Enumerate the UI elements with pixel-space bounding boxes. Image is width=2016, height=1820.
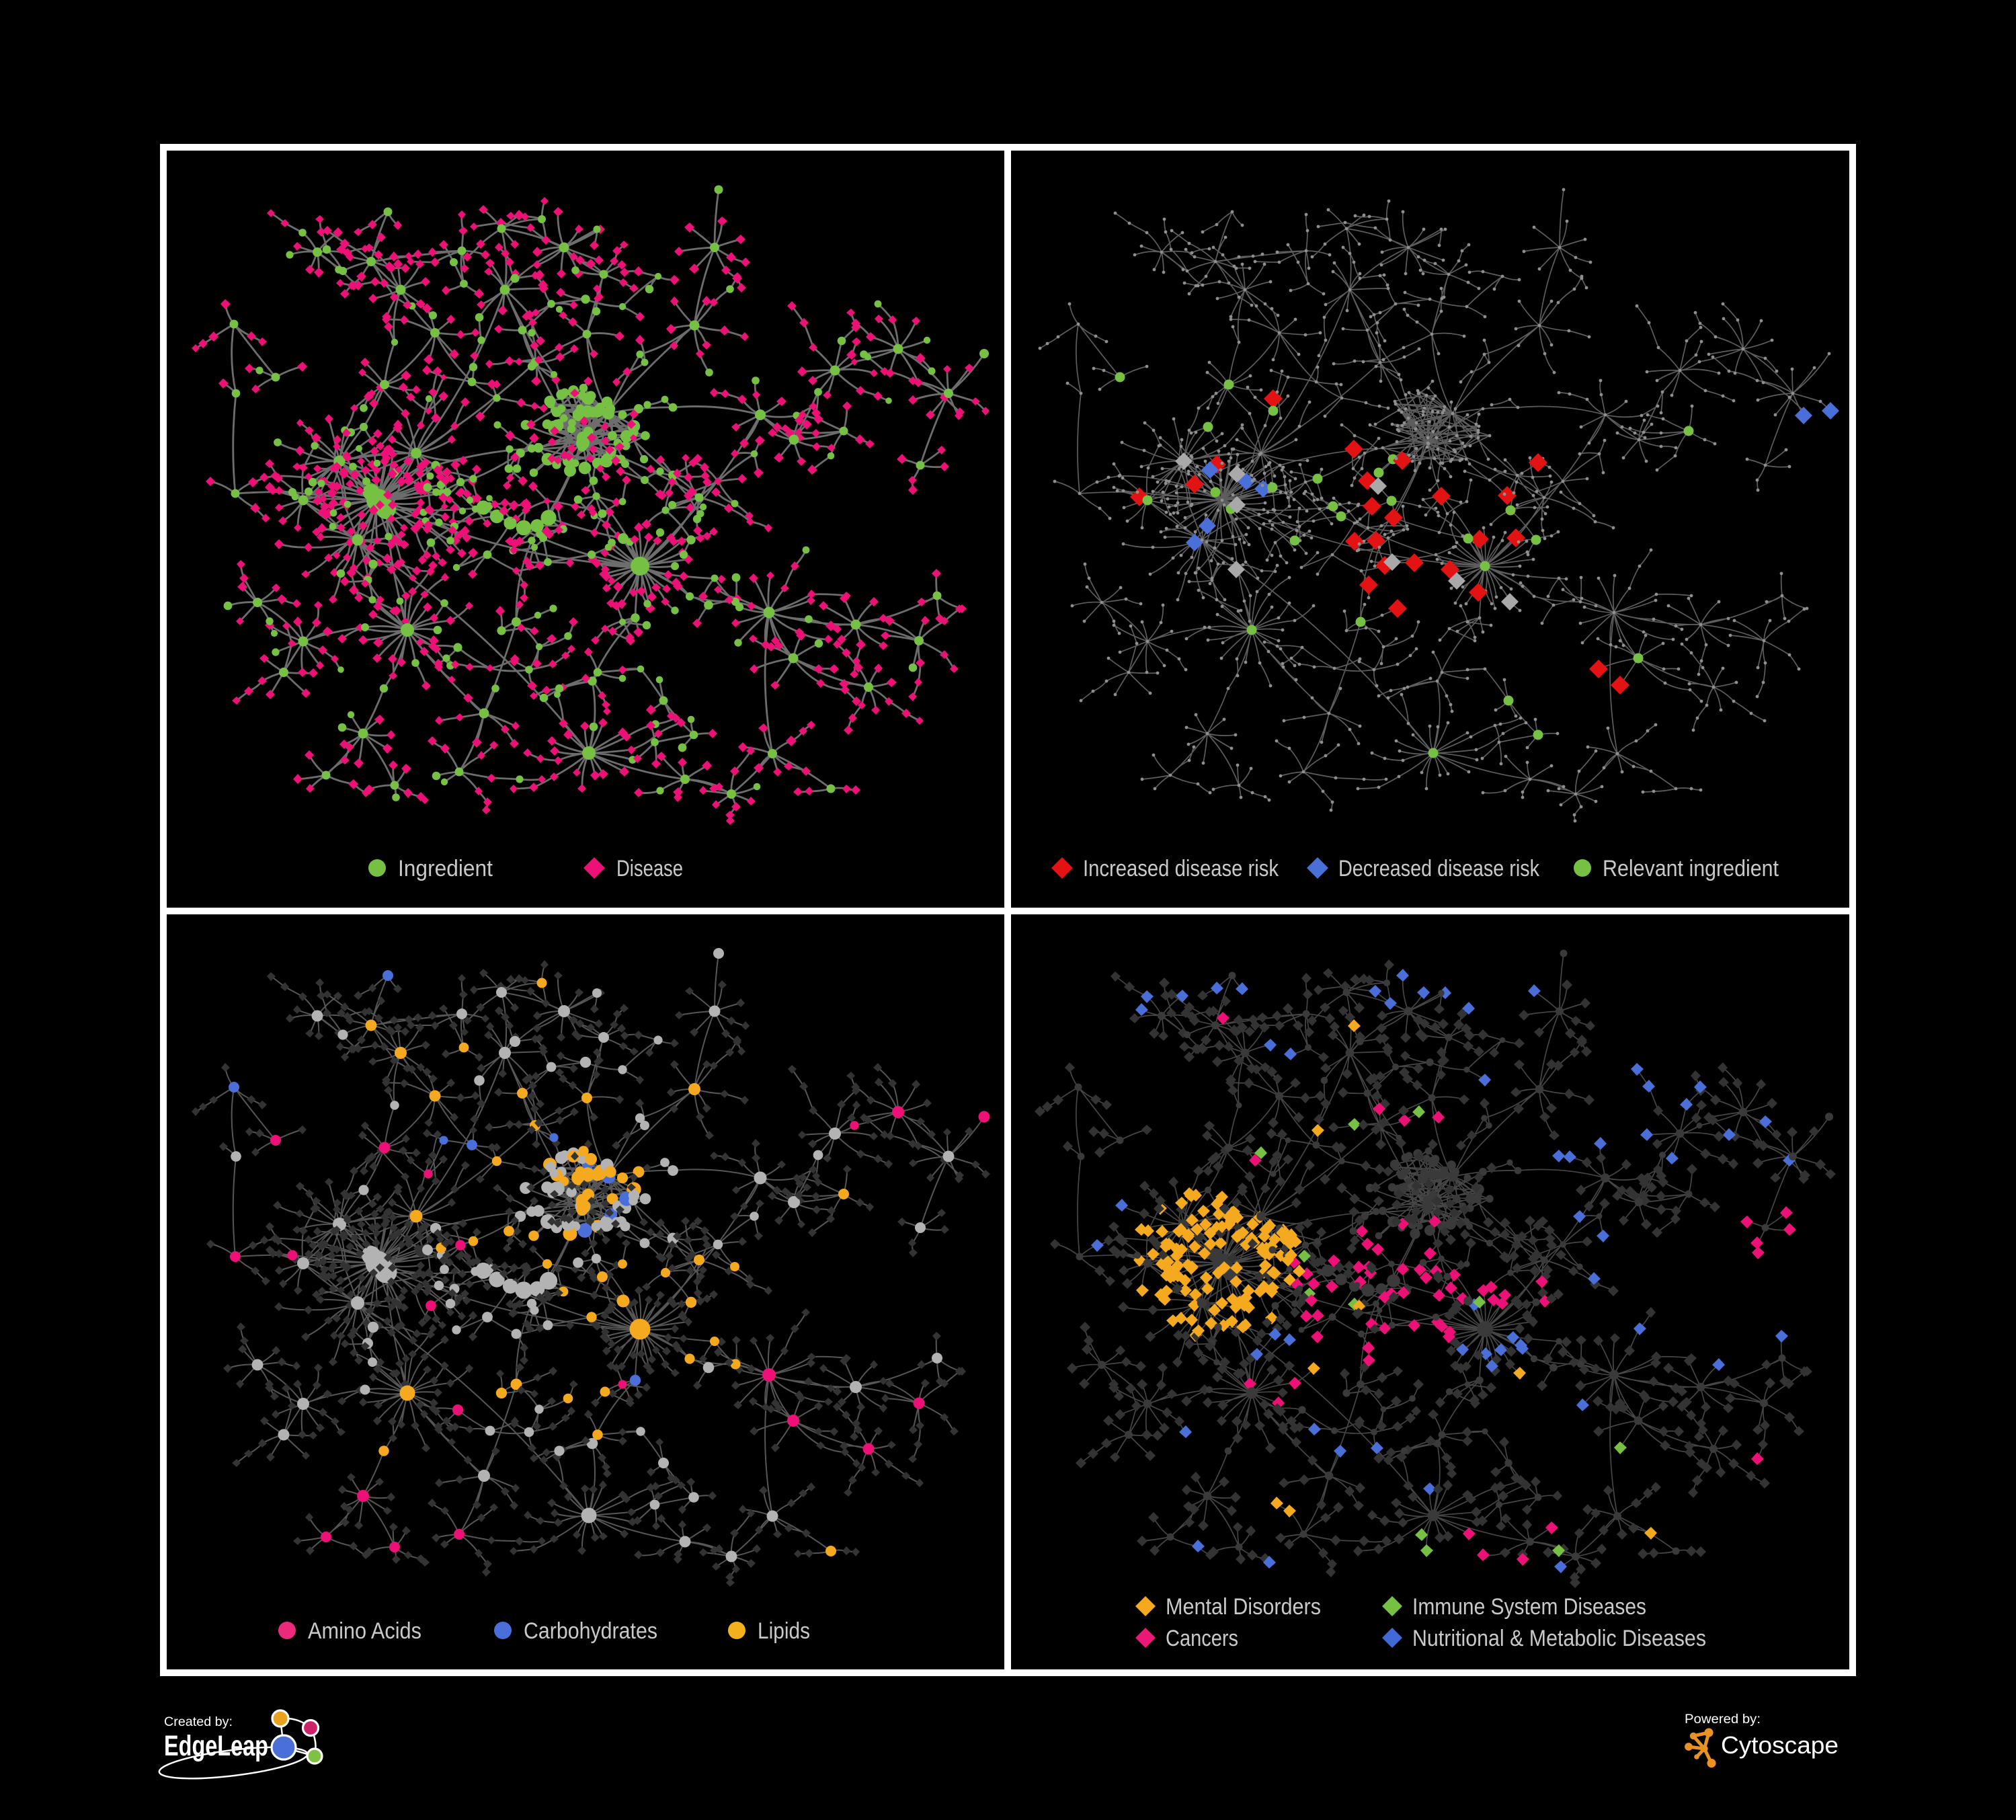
svg-text:EdgeLeap: EdgeLeap: [164, 1730, 268, 1762]
svg-text:Mental Disorders: Mental Disorders: [1166, 1594, 1321, 1620]
svg-text:Relevant ingredient: Relevant ingredient: [1603, 856, 1779, 881]
svg-text:Cytoscape: Cytoscape: [1721, 1731, 1839, 1759]
svg-text:Created by:: Created by:: [164, 1714, 233, 1729]
svg-text:Lipids: Lipids: [758, 1618, 810, 1644]
svg-text:Ingredient: Ingredient: [398, 856, 493, 881]
svg-text:Immune System Diseases: Immune System Diseases: [1412, 1594, 1646, 1620]
svg-text:Cancers: Cancers: [1166, 1626, 1238, 1651]
svg-text:Powered by:: Powered by:: [1685, 1712, 1761, 1727]
svg-text:Nutritional & Metabolic Diseas: Nutritional & Metabolic Diseases: [1412, 1626, 1706, 1651]
svg-text:Carbohydrates: Carbohydrates: [524, 1618, 657, 1644]
svg-text:Increased disease risk: Increased disease risk: [1083, 856, 1279, 881]
svg-text:Decreased disease risk: Decreased disease risk: [1338, 856, 1540, 881]
svg-text:Disease: Disease: [616, 856, 683, 881]
svg-text:Amino Acids: Amino Acids: [308, 1618, 421, 1644]
